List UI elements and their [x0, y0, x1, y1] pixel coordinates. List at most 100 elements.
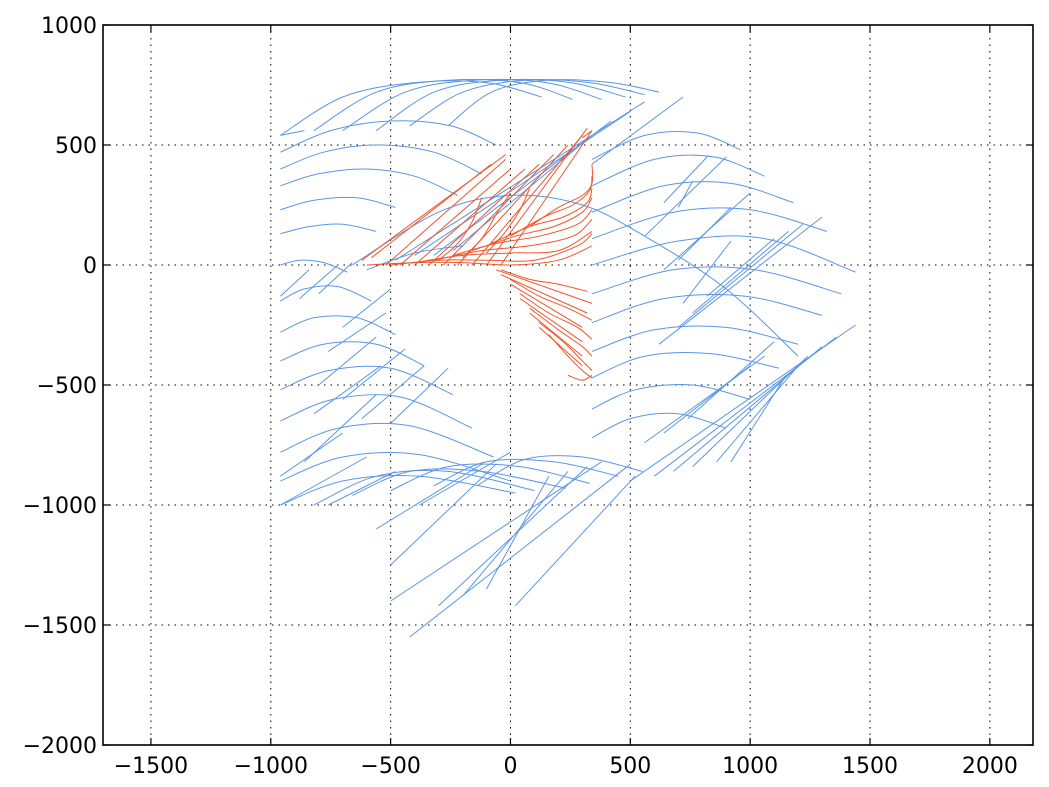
- y-tick-label: −1500: [23, 614, 97, 639]
- blue-arc-curve: [591, 352, 780, 379]
- blue-arc-curve: [280, 474, 516, 506]
- red-diagonal-line: [428, 163, 540, 266]
- red-diagonal-line: [510, 283, 583, 328]
- blue-diagonal-line: [730, 375, 787, 463]
- blue-arc-curve: [280, 285, 372, 302]
- blue-diagonal-line: [328, 470, 396, 506]
- blue-arc-curve: [280, 120, 497, 153]
- blue-diagonal-line: [390, 461, 602, 602]
- x-tick-label: 1500: [842, 754, 898, 779]
- x-tick-label: −500: [360, 754, 420, 779]
- x-tick-label: −1500: [114, 754, 188, 779]
- blue-arc-curve: [591, 294, 823, 324]
- red-diagonal-line: [495, 269, 593, 304]
- y-tick-label: −1000: [23, 494, 97, 519]
- red-arc-curve: [529, 164, 594, 228]
- blue-diagonal-line: [395, 101, 645, 261]
- blue-diagonal-line: [682, 240, 732, 304]
- blue-diagonal-line: [692, 231, 789, 314]
- blue-arc-curve: [280, 341, 425, 367]
- grid: [103, 25, 1033, 745]
- x-tick-label: 2000: [962, 754, 1018, 779]
- blue-arc-curve: [591, 412, 727, 439]
- blue-arc-curve: [591, 154, 765, 187]
- blue-diagonal-line: [692, 355, 809, 467]
- red-arc-curve: [438, 197, 483, 261]
- plot-frame: [102, 24, 1034, 746]
- blue-diagonal-line: [663, 156, 708, 203]
- blue-arc-curve: [280, 451, 511, 482]
- x-tick-label: 1000: [722, 754, 778, 779]
- blue-arc-curve: [280, 422, 494, 458]
- blue-diagonal-line: [677, 223, 804, 328]
- blue-diagonal-line: [687, 341, 775, 419]
- red-arc-curve: [486, 187, 531, 254]
- blue-diagonal-line: [361, 365, 425, 419]
- red-arc-curve: [366, 245, 593, 266]
- blue-diagonal-line: [677, 207, 732, 261]
- blue-diagonal-line: [591, 96, 684, 165]
- blue-diagonal-line: [303, 394, 377, 463]
- y-tick-label: −500: [37, 374, 97, 399]
- blue-arc-curve: [591, 266, 842, 295]
- y-tick-label: 500: [55, 134, 97, 159]
- red-arc-curve: [471, 197, 593, 252]
- red-arc-curve: [433, 219, 593, 261]
- red-diagonal-line: [500, 274, 588, 314]
- blue-diagonal-line: [280, 269, 310, 297]
- blue-diagonal-line: [318, 336, 377, 386]
- blue-diagonal-line: [375, 463, 482, 530]
- blue-diagonal-line: [313, 365, 382, 415]
- blue-diagonal-line: [486, 475, 550, 590]
- blue-arc-curve: [342, 78, 602, 132]
- red-diagonal-line: [443, 154, 554, 266]
- blue-diagonal-line: [452, 135, 593, 251]
- blue-arc-curve: [280, 168, 458, 196]
- red-diagonal-line: [385, 159, 507, 266]
- red-arc-curve: [567, 374, 593, 381]
- blue-series: [280, 78, 856, 638]
- x-tick-label: −1000: [234, 754, 308, 779]
- blue-diagonal-line: [419, 451, 511, 506]
- y-tick-label: −2000: [23, 734, 97, 759]
- red-diagonal-line: [471, 135, 583, 266]
- blue-diagonal-line: [318, 262, 353, 295]
- blue-arc-curve: [280, 144, 482, 175]
- blue-diagonal-line: [390, 367, 449, 424]
- blue-diagonal-line: [342, 348, 406, 400]
- blue-diagonal-line: [280, 130, 305, 136]
- blue-arc-curve: [280, 196, 396, 211]
- blue-arc-curve: [280, 365, 454, 396]
- blue-arc-curve: [433, 458, 619, 487]
- y-tick-label: 0: [83, 254, 97, 279]
- blue-diagonal-line: [716, 365, 799, 463]
- blue-diagonal-line: [280, 456, 367, 506]
- ticks: [103, 24, 1033, 746]
- red-arc-curve: [538, 322, 593, 371]
- blue-arc-curve: [313, 78, 573, 132]
- blue-arc-curve: [390, 463, 590, 492]
- blue-arc-curve: [591, 235, 856, 273]
- red-arc-curve: [510, 278, 593, 321]
- red-arc-curve: [519, 293, 593, 340]
- plot-area: [280, 78, 856, 638]
- blue-arc-curve: [352, 194, 799, 357]
- red-arc-curve: [500, 269, 588, 292]
- blue-diagonal-line: [658, 216, 823, 345]
- red-diagonal-line: [399, 168, 511, 266]
- blue-diagonal-line: [299, 264, 339, 299]
- x-tick-label: 500: [609, 754, 651, 779]
- blue-arc-curve: [447, 79, 660, 127]
- tick-labels: −1500 −1000 −500 0 500 1000 1500 2000 −2000 −1500…: [23, 14, 1018, 779]
- red-diagonal-line: [538, 327, 583, 367]
- blue-arc-curve: [409, 79, 645, 127]
- blue-diagonal-line: [514, 475, 636, 607]
- red-diagonal-line: [371, 163, 492, 259]
- blue-arc-curve: [280, 394, 473, 429]
- blue-diagonal-line: [342, 288, 391, 328]
- blue-arc-curve: [280, 259, 348, 273]
- red-diagonal-line: [500, 130, 593, 266]
- red-diagonal-line: [457, 144, 569, 266]
- blue-arc-curve: [280, 223, 377, 235]
- blue-diagonal-line: [677, 180, 694, 208]
